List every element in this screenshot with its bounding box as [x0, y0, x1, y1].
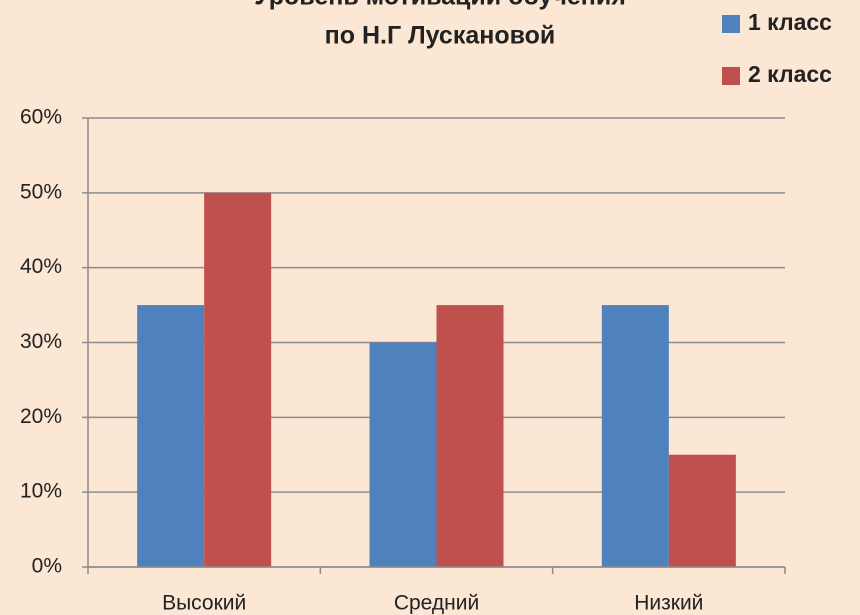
legend-swatch: [722, 67, 740, 85]
y-tick-label: 0%: [32, 555, 62, 578]
y-tick-label: 20%: [20, 405, 62, 428]
chart-title: Уровень мотивации обучения: [254, 0, 626, 11]
legend-label: 2 класс: [748, 61, 832, 87]
y-tick-label: 60%: [20, 106, 62, 129]
y-tick-label: 30%: [20, 330, 62, 353]
bar: [436, 305, 504, 567]
bar: [369, 342, 437, 567]
y-tick-label: 50%: [20, 180, 62, 203]
bar: [137, 305, 205, 567]
x-tick-label: Низкий: [634, 592, 703, 615]
legend-label: 1 класс: [748, 9, 832, 35]
bar: [204, 192, 272, 568]
y-tick-label: 10%: [20, 480, 62, 503]
y-tick-label: 40%: [20, 255, 62, 278]
x-tick-label: Средний: [394, 592, 479, 615]
x-tick-label: Высокий: [162, 592, 246, 615]
bar: [668, 454, 736, 567]
legend-swatch: [722, 15, 740, 33]
bar: [601, 305, 669, 567]
chart-title: по Н.Г Лускановой: [325, 22, 556, 50]
